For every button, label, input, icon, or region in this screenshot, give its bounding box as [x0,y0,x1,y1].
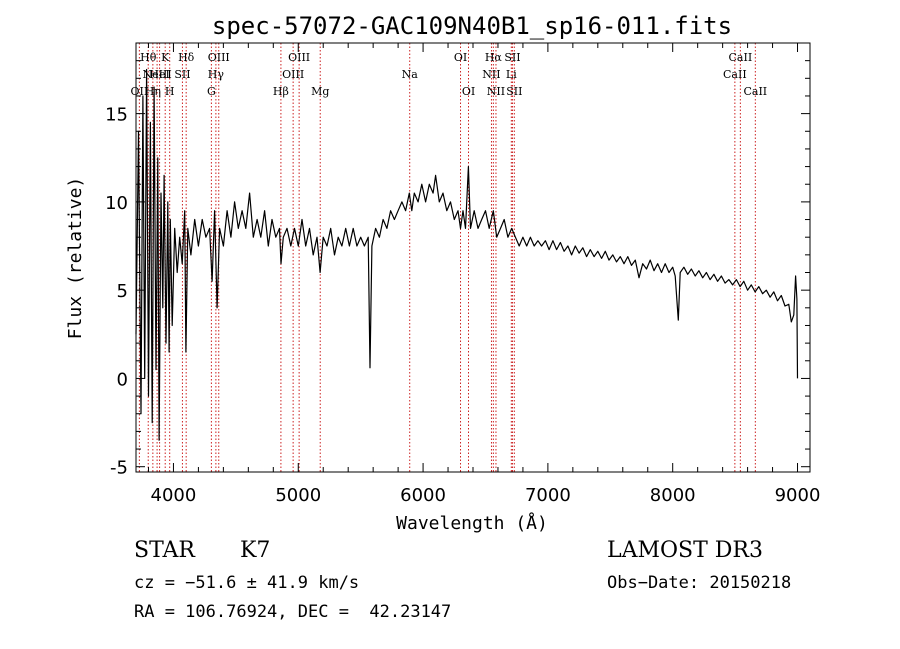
line-label-19: NII [482,68,500,81]
x-tick-label: 6000 [400,485,446,506]
line-label-26: CaII [729,51,753,64]
observation-date: Obs−Date: 20150218 [607,573,792,593]
line-label-10: Hγ [208,68,225,81]
line-label-27: CaII [743,85,767,98]
y-axis: -5 0 5 10 15 [105,60,810,479]
line-label-13: OIII [282,68,304,81]
spectrum-line [135,68,799,441]
line-label-4: HeI [149,68,169,81]
line-label-17: OI [454,51,467,64]
line-label-15: Mg [311,85,329,98]
spectrum-series [135,68,799,441]
x-axis: 4000 5000 6000 7000 8000 9000 [147,43,821,506]
redshift-value: cz = −51.6 ± 41.9 km/s [134,573,360,593]
line-label-18: OI [462,85,475,98]
x-axis-label: Wavelength (Å) [396,512,548,534]
object-subclass: K7 [240,538,271,563]
line-label-21: NII [487,85,505,98]
line-label-3: NeIII [143,68,172,81]
line-label-14: OIII [288,51,310,64]
y-tick-label: 5 [117,281,128,302]
line-label-25: CaII [723,68,747,81]
line-label-20: Hα [485,51,503,64]
line-label-0: OII [131,85,149,98]
line-label-16: Na [402,68,419,81]
line-label-7: SII [174,68,190,81]
x-tick-label: 7000 [525,485,571,506]
line-label-22: Li [506,68,517,81]
line-label-8: Hδ [178,51,195,64]
survey-name: LAMOST DR3 [607,538,763,563]
line-label-11: OIII [208,51,230,64]
object-class: STAR [134,538,195,563]
y-tick-label: 10 [105,193,128,214]
line-label-2: Hη [145,85,161,98]
line-label-23: SII [504,51,520,64]
x-tick-label: 9000 [775,485,821,506]
y-tick-label: 0 [117,369,128,390]
plot-frame [135,42,811,473]
line-label-5: K [161,51,170,64]
x-tick-label: 8000 [650,485,696,506]
line-label-6: H [165,85,175,98]
y-axis-label: Flux (relative) [65,177,86,340]
line-label-12: Hβ [273,85,289,98]
line-label-24: SII [506,85,522,98]
x-tick-label: 4000 [151,485,197,506]
sky-coordinates: RA = 106.76924, DEC = 42.23147 [134,602,452,622]
y-tick-label: -5 [110,458,128,479]
y-tick-label: 15 [105,105,128,126]
line-label-1: Hθ [140,51,157,64]
x-tick-label: 5000 [275,485,321,506]
chart-title: spec-57072-GAC109N40B1_sp16-011.fits [212,12,732,40]
line-label-9: G [207,85,216,98]
spectral-line-markers [138,43,756,472]
